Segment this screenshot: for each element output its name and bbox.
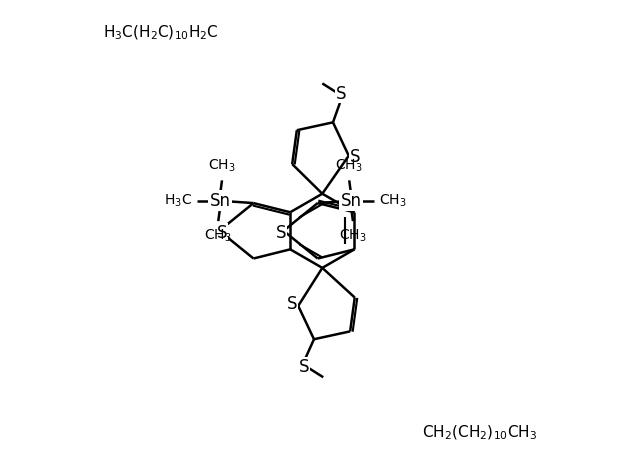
Text: S: S: [275, 224, 286, 242]
Text: CH$_3$: CH$_3$: [379, 193, 406, 209]
Text: Sn: Sn: [210, 192, 230, 210]
Text: CH$_3$: CH$_3$: [339, 227, 367, 243]
Text: CH$_3$: CH$_3$: [204, 227, 232, 243]
Text: S: S: [335, 84, 346, 103]
Text: S: S: [350, 148, 360, 166]
Text: S: S: [217, 224, 227, 242]
Text: S: S: [298, 358, 309, 376]
Text: S: S: [287, 295, 297, 313]
Text: H$_3$C: H$_3$C: [164, 193, 193, 209]
Text: CH$_3$: CH$_3$: [335, 158, 363, 174]
Text: H$_3$C(H$_2$C)$_{10}$H$_2$C: H$_3$C(H$_2$C)$_{10}$H$_2$C: [103, 24, 219, 42]
Text: CH$_2$(CH$_2$)$_{10}$CH$_3$: CH$_2$(CH$_2$)$_{10}$CH$_3$: [422, 424, 537, 442]
Text: CH$_3$: CH$_3$: [208, 158, 236, 174]
Text: Sn: Sn: [340, 192, 362, 210]
